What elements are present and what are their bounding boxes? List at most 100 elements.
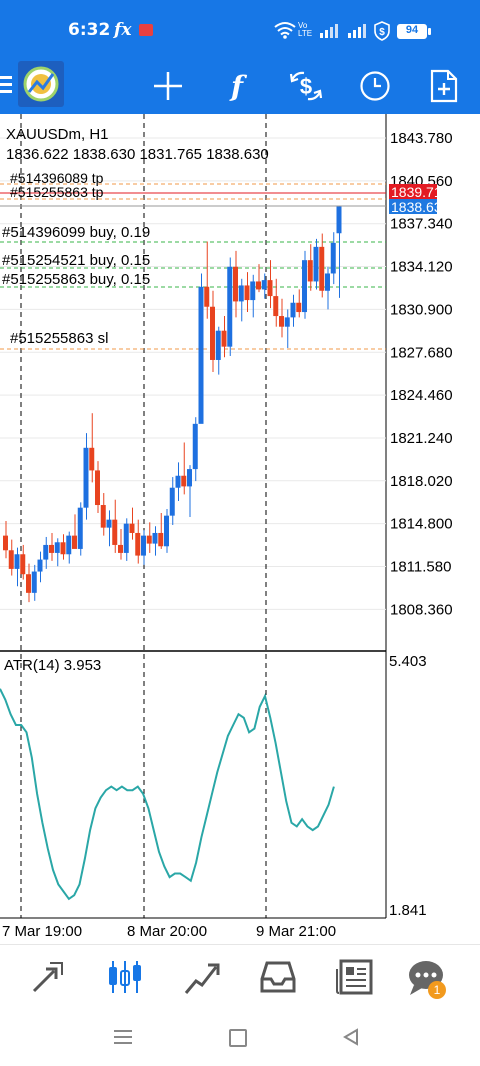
candle: [238, 278, 244, 322]
trade-icon: [32, 962, 63, 993]
nav-trade[interactable]: [22, 953, 74, 1001]
price-tick: 1814.800: [390, 516, 453, 533]
nav-chat[interactable]: 1: [400, 953, 452, 1001]
symbol-change-button[interactable]: $: [278, 58, 334, 114]
price-tick: 1837.340: [390, 216, 453, 233]
svg-text:$: $: [300, 74, 312, 99]
crosshair-button[interactable]: [140, 58, 196, 114]
price-tick: 1843.780: [390, 130, 453, 147]
candle: [284, 309, 290, 348]
indicators-button[interactable]: f: [209, 58, 265, 114]
candle: [336, 206, 342, 298]
candle: [8, 539, 14, 576]
chart-toolbar: f $: [0, 58, 480, 114]
candle: [307, 244, 313, 291]
candle: [49, 532, 54, 561]
battery-icon: 94: [397, 24, 427, 39]
price-tick: 1830.900: [390, 301, 453, 318]
timeframe-button[interactable]: [347, 58, 403, 114]
candle: [187, 465, 192, 517]
time-label: 9 Mar 21:00: [256, 923, 336, 940]
candle: [261, 273, 267, 299]
order-label-tp2: #515255863 tp: [10, 184, 104, 200]
candle: [20, 544, 26, 580]
home-icon[interactable]: [229, 1029, 247, 1047]
candle: [233, 250, 238, 318]
candle: [43, 536, 49, 569]
app-logo-icon[interactable]: [18, 61, 64, 107]
candle: [256, 264, 261, 293]
dollar-shield-icon: $: [374, 21, 390, 41]
order-label-buy2: #515254521 buy, 0.15: [2, 252, 150, 269]
back-icon[interactable]: [342, 1028, 360, 1046]
nav-chart[interactable]: [99, 953, 151, 1001]
chart-area[interactable]: 1843.780 1840.560 1837.340 1834.120 1830.900…: [0, 114, 480, 944]
candle: [14, 547, 20, 587]
candle: [267, 260, 273, 309]
candle: [60, 534, 66, 560]
candle: [169, 477, 175, 525]
nav-statistics[interactable]: [176, 953, 228, 1001]
price-tick: 1827.680: [390, 344, 453, 361]
chat-badge: 1: [428, 981, 446, 999]
symbol-change-icon: $: [289, 71, 323, 101]
atr-line: [0, 688, 335, 901]
candle: [89, 413, 95, 483]
candle: [244, 272, 250, 313]
inbox-icon: [260, 961, 296, 993]
candle: [83, 433, 89, 520]
indicator-label: ATR(14) 3.953: [4, 657, 101, 674]
bottom-nav: 1: [0, 944, 480, 1009]
nav-news[interactable]: [329, 953, 381, 1001]
candle: [250, 274, 256, 318]
price-tick: 1821.240: [390, 430, 453, 447]
chart-icon: [109, 961, 141, 993]
candle: [192, 417, 198, 482]
candle: [77, 502, 83, 556]
candle: [152, 526, 158, 556]
symbol-info: XAUUSDm, H1: [6, 126, 109, 143]
candle: [72, 514, 77, 549]
indicators-icon: f: [230, 69, 244, 103]
ohlc-values: 1836.622 1838.630 1831.765 1838.630: [6, 146, 269, 163]
ask-price: 1838.630: [391, 199, 450, 215]
fx-icon: fx: [114, 20, 132, 40]
indicator-min: 1.841: [389, 902, 427, 919]
bid-price-box: [389, 184, 437, 199]
candle: [273, 278, 279, 327]
vertical-grid: [20, 114, 267, 918]
system-nav: [0, 1008, 480, 1066]
signal-icon: [320, 24, 366, 38]
status-bar: 6:32 fx Vo LTE $ 94: [0, 0, 480, 58]
order-label-buy3: #515255863 buy, 0.15: [2, 271, 150, 288]
candle: [290, 294, 296, 327]
candles: [3, 206, 342, 603]
candle: [3, 520, 8, 559]
candle: [313, 238, 319, 290]
candle: [164, 509, 169, 553]
price-chart[interactable]: 1843.7801840.5601837.3401834.1201830.900…: [0, 114, 480, 944]
price-tick: 1818.020: [390, 473, 453, 490]
price-tick: 1811.580: [390, 559, 451, 576]
candle: [106, 510, 112, 547]
candle: [141, 530, 146, 565]
order-label-sl: #515255863 sl: [10, 330, 108, 347]
candle: [31, 564, 37, 601]
candle: [118, 528, 123, 560]
time-label: 8 Mar 20:00: [127, 923, 207, 940]
battery-tip: [428, 28, 431, 35]
new-order-button[interactable]: [416, 58, 472, 114]
volte-label: Vo LTE: [298, 21, 313, 38]
candle: [146, 522, 152, 553]
candle: [330, 232, 336, 285]
candle: [198, 273, 204, 424]
bid-price: 1839.710: [391, 184, 450, 200]
menu-icon[interactable]: [0, 72, 12, 98]
order-label-buy1: #514396099 buy, 0.19: [2, 224, 150, 241]
candle: [100, 493, 106, 536]
recents-icon[interactable]: [114, 1030, 132, 1044]
timeframe-clock-icon: [360, 71, 390, 101]
nav-inbox[interactable]: [252, 953, 304, 1001]
candle: [279, 298, 284, 338]
battery-level: 94: [405, 24, 419, 36]
